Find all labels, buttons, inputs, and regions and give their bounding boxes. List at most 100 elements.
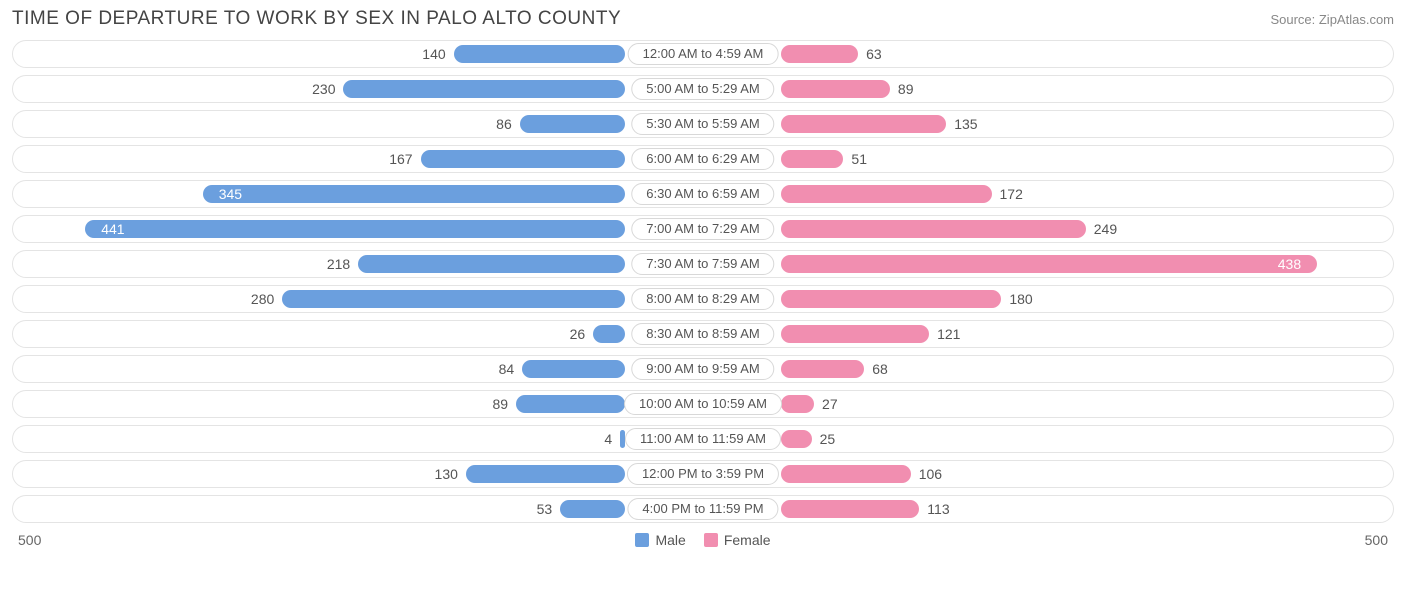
row-right-half: 51 bbox=[703, 146, 1393, 172]
category-pill: 7:00 AM to 7:29 AM bbox=[631, 218, 774, 240]
male-bar bbox=[454, 45, 625, 63]
row-right-half: 113 bbox=[703, 496, 1393, 522]
category-pill: 8:30 AM to 8:59 AM bbox=[631, 323, 774, 345]
chart-row: 861355:30 AM to 5:59 AM bbox=[12, 110, 1394, 138]
female-value-label: 68 bbox=[864, 361, 896, 377]
male-value-label: 441 bbox=[93, 220, 132, 238]
male-bar bbox=[282, 290, 625, 308]
row-left-half: 167 bbox=[13, 146, 703, 172]
chart-row: 2184387:30 AM to 7:59 AM bbox=[12, 250, 1394, 278]
male-value-label: 84 bbox=[491, 361, 523, 377]
row-left-half: 345 bbox=[13, 181, 703, 207]
legend-item-male: Male bbox=[635, 532, 685, 548]
female-value-label: 89 bbox=[890, 81, 922, 97]
row-left-half: 84 bbox=[13, 356, 703, 382]
female-value-label: 113 bbox=[919, 501, 957, 517]
male-bar bbox=[358, 255, 625, 273]
female-bar bbox=[781, 185, 992, 203]
male-value-label: 4 bbox=[596, 431, 620, 447]
chart-row: 531134:00 PM to 11:59 PM bbox=[12, 495, 1394, 523]
male-bar bbox=[421, 150, 625, 168]
female-bar bbox=[781, 220, 1086, 238]
row-right-half: 68 bbox=[703, 356, 1393, 382]
female-value-label: 172 bbox=[992, 186, 1031, 202]
row-left-half: 441 bbox=[13, 216, 703, 242]
male-value-label: 345 bbox=[211, 185, 250, 203]
male-value-label: 230 bbox=[304, 81, 343, 97]
female-value-label: 51 bbox=[843, 151, 875, 167]
category-pill: 9:00 AM to 9:59 AM bbox=[631, 358, 774, 380]
female-bar bbox=[781, 290, 1001, 308]
row-right-half: 249 bbox=[703, 216, 1393, 242]
row-right-half: 63 bbox=[703, 41, 1393, 67]
chart-row: 345 172 6:30 AM to 6:59 AM bbox=[12, 180, 1394, 208]
male-value-label: 140 bbox=[414, 46, 453, 62]
category-pill: 11:00 AM to 11:59 AM bbox=[625, 428, 781, 450]
chart-row: 4 25 11:00 AM to 11:59 AM bbox=[12, 425, 1394, 453]
chart-row: 26 121 8:30 AM to 8:59 AM bbox=[12, 320, 1394, 348]
male-bar: 345 bbox=[203, 185, 625, 203]
female-value-label: 135 bbox=[946, 116, 985, 132]
chart-source: Source: ZipAtlas.com bbox=[1270, 12, 1394, 27]
category-pill: 5:30 AM to 5:59 AM bbox=[631, 113, 774, 135]
female-bar bbox=[781, 430, 812, 448]
male-value-label: 89 bbox=[485, 396, 517, 412]
category-pill: 6:30 AM to 6:59 AM bbox=[631, 183, 774, 205]
row-left-half: 280 bbox=[13, 286, 703, 312]
male-value-label: 130 bbox=[427, 466, 466, 482]
male-value-label: 167 bbox=[381, 151, 420, 167]
female-value-label: 180 bbox=[1001, 291, 1040, 307]
chart-row: 280 180 8:00 AM to 8:29 AM bbox=[12, 285, 1394, 313]
female-bar bbox=[781, 360, 864, 378]
row-right-half: 25 bbox=[703, 426, 1393, 452]
female-value-label: 25 bbox=[812, 431, 844, 447]
male-value-label: 26 bbox=[562, 326, 594, 342]
row-right-half: 180 bbox=[703, 286, 1393, 312]
female-value-label: 438 bbox=[1270, 255, 1309, 273]
female-bar bbox=[781, 465, 911, 483]
row-left-half: 230 bbox=[13, 76, 703, 102]
category-pill: 8:00 AM to 8:29 AM bbox=[631, 288, 774, 310]
chart-row: 167 51 6:00 AM to 6:29 AM bbox=[12, 145, 1394, 173]
category-pill: 10:00 AM to 10:59 AM bbox=[624, 393, 782, 415]
male-bar bbox=[466, 465, 625, 483]
axis-max-right: 500 bbox=[1365, 532, 1388, 548]
row-left-half: 140 bbox=[13, 41, 703, 67]
male-swatch-icon bbox=[635, 533, 649, 547]
chart-area: 1406312:00 AM to 4:59 AM230895:00 AM to … bbox=[12, 40, 1394, 523]
row-left-half: 26 bbox=[13, 321, 703, 347]
female-bar bbox=[781, 115, 946, 133]
row-left-half: 53 bbox=[13, 496, 703, 522]
axis-max-left: 500 bbox=[18, 532, 41, 548]
row-right-half: 89 bbox=[703, 76, 1393, 102]
female-bar bbox=[781, 80, 890, 98]
chart-header: TIME OF DEPARTURE TO WORK BY SEX IN PALO… bbox=[12, 8, 1394, 30]
chart-row: 84 68 9:00 AM to 9:59 AM bbox=[12, 355, 1394, 383]
row-right-half: 172 bbox=[703, 181, 1393, 207]
female-bar bbox=[781, 150, 843, 168]
row-right-half: 438 bbox=[703, 251, 1393, 277]
row-left-half: 130 bbox=[13, 461, 703, 487]
male-bar bbox=[522, 360, 625, 378]
male-value-label: 53 bbox=[529, 501, 561, 517]
female-value-label: 121 bbox=[929, 326, 968, 342]
legend-item-female: Female bbox=[704, 532, 771, 548]
row-left-half: 89 bbox=[13, 391, 703, 417]
row-right-half: 27 bbox=[703, 391, 1393, 417]
row-right-half: 106 bbox=[703, 461, 1393, 487]
category-pill: 6:00 AM to 6:29 AM bbox=[631, 148, 774, 170]
male-value-label: 218 bbox=[319, 256, 358, 272]
chart-row: 13010612:00 PM to 3:59 PM bbox=[12, 460, 1394, 488]
chart-row: 89 2710:00 AM to 10:59 AM bbox=[12, 390, 1394, 418]
male-bar bbox=[593, 325, 625, 343]
legend-label-male: Male bbox=[655, 532, 685, 548]
female-value-label: 63 bbox=[858, 46, 890, 62]
male-bar bbox=[560, 500, 625, 518]
female-bar: 438 bbox=[781, 255, 1317, 273]
male-bar bbox=[520, 115, 625, 133]
female-bar bbox=[781, 325, 929, 343]
male-bar bbox=[343, 80, 625, 98]
chart-row: 230895:00 AM to 5:29 AM bbox=[12, 75, 1394, 103]
category-pill: 12:00 AM to 4:59 AM bbox=[628, 43, 779, 65]
female-value-label: 249 bbox=[1086, 221, 1125, 237]
